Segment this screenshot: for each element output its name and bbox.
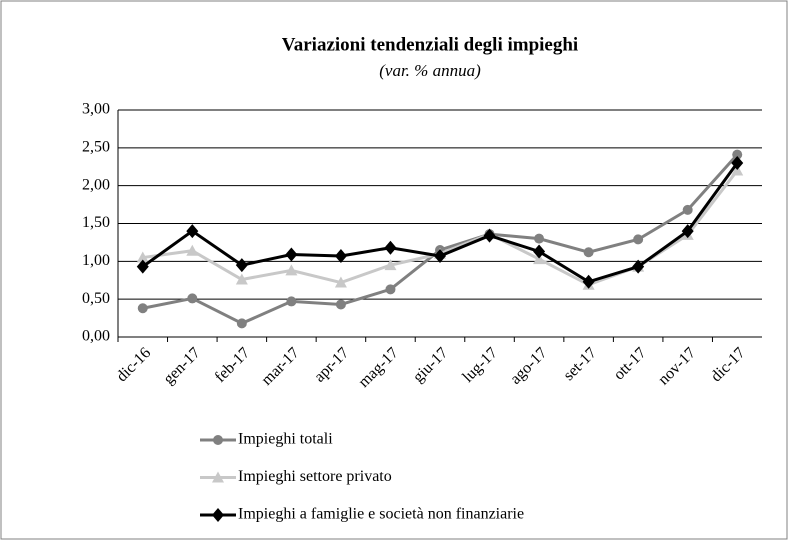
data-point [534,233,545,244]
data-point [483,228,496,243]
data-point [186,224,199,239]
y-tick-label: 1,00 [82,252,110,269]
data-point [583,247,594,258]
data-point [633,234,644,245]
data-point [186,244,199,256]
data-point [682,204,693,215]
legend-marker [212,471,224,483]
data-point [235,258,248,273]
legend-label: Impieghi totali [238,431,333,448]
legend-label: Impieghi settore privato [238,468,392,485]
chart-title: Variazioni tendenziali degli impieghi [282,34,578,55]
data-point [384,240,397,255]
legend-label: Impieghi a famiglie e società non finanz… [238,506,524,523]
data-point [187,293,198,304]
data-point [582,274,595,289]
y-tick-label: 0,50 [82,290,110,307]
data-point [533,244,546,259]
data-point [533,253,546,265]
y-tick-label: 1,50 [82,214,110,231]
chart-subtitle: (var. % annua) [379,61,481,80]
data-point [334,249,347,264]
data-point [136,251,149,263]
y-tick-label: 0,00 [82,328,110,345]
data-point [731,164,744,176]
data-point [731,155,744,170]
data-point [137,303,148,314]
y-tick-label: 2,50 [82,139,110,156]
data-point [136,259,149,274]
data-point [235,273,248,285]
data-point [285,247,298,262]
data-point [236,318,247,329]
data-point [632,259,645,274]
data-point [732,149,743,160]
data-point [285,264,298,276]
y-tick-label: 3,00 [82,101,110,118]
legend-marker [213,435,223,445]
data-point [334,276,347,288]
data-point [434,249,446,264]
legend-marker [212,508,224,522]
data-point [385,284,396,295]
data-point [335,299,346,310]
data-point [286,296,297,307]
y-tick-label: 2,00 [82,176,110,193]
data-point [681,224,694,239]
data-point [384,259,397,271]
